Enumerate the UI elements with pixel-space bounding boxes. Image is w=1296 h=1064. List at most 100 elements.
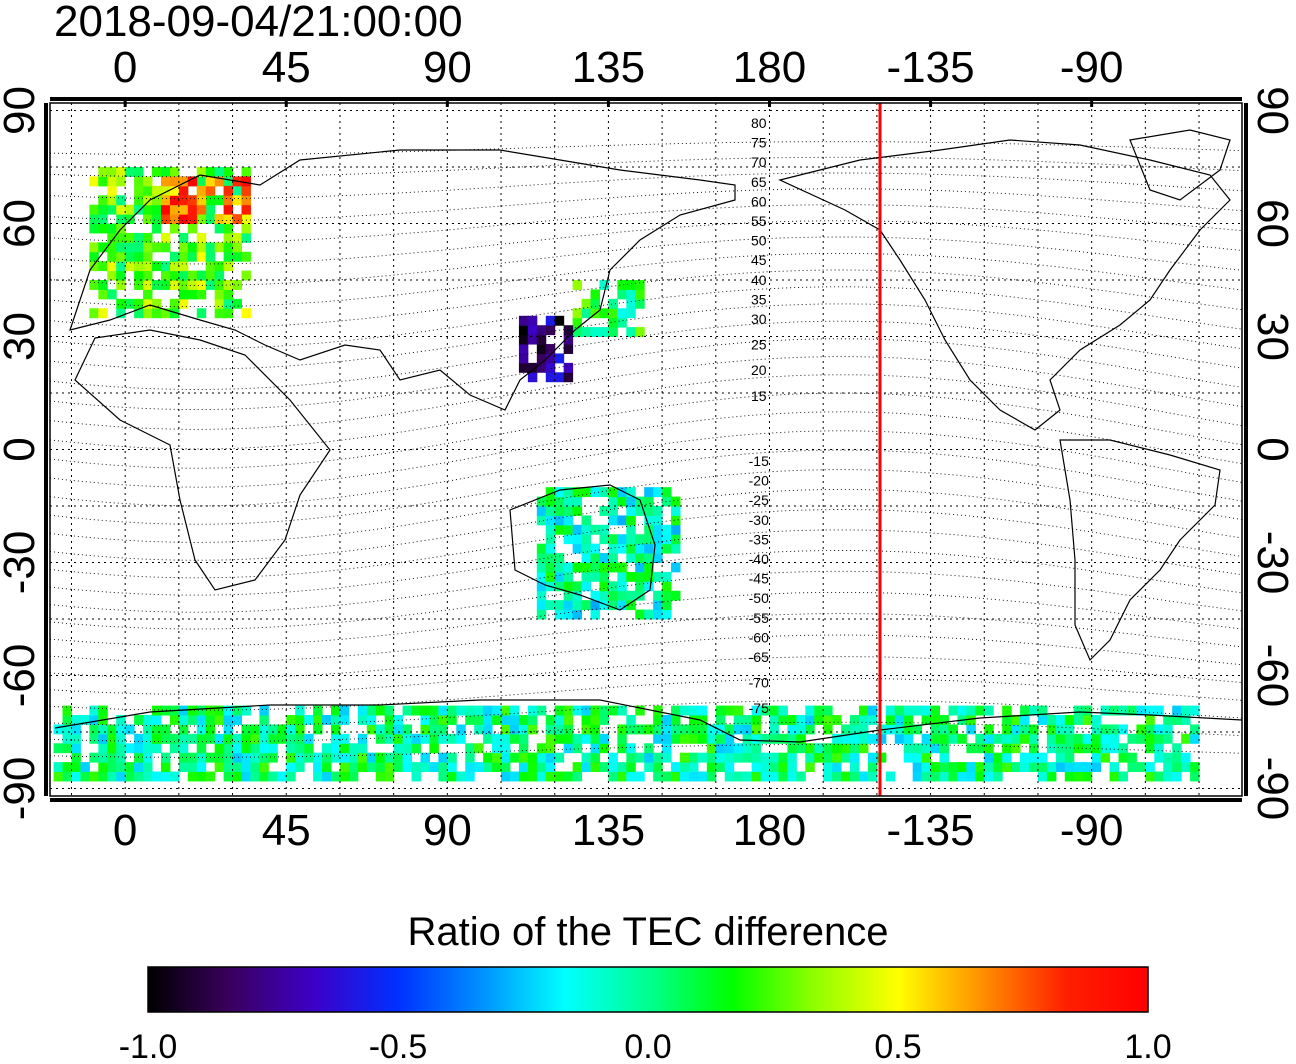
dip-latitude-line [50, 374, 1242, 450]
tec-cell [590, 289, 600, 300]
dip-latitude-line [50, 469, 1242, 543]
tec-cell [501, 733, 511, 744]
tec-cell [259, 705, 269, 716]
tec-cell [706, 743, 717, 754]
tec-cell [572, 505, 583, 516]
tec-cell [1055, 762, 1066, 773]
tec-cell [751, 733, 762, 744]
tec-cell [527, 762, 538, 773]
tec-cell [823, 752, 833, 763]
tec-cell [411, 762, 421, 773]
tec-cell [966, 705, 976, 716]
tec-cell [939, 715, 949, 725]
tec-cell [465, 752, 475, 763]
tec-cell [223, 261, 234, 272]
tec-cell [957, 762, 967, 773]
tec-cell [545, 762, 556, 773]
tec-cell [608, 308, 618, 319]
dip-label-north: 80 [751, 115, 767, 131]
tec-cell [187, 705, 198, 716]
tec-cell [357, 752, 368, 763]
tec-cell [581, 724, 592, 735]
tec-cell [187, 223, 198, 234]
tec-cell [160, 176, 171, 187]
tec-cell [715, 752, 726, 763]
tec-cell [545, 505, 556, 516]
tec-cell [1055, 724, 1066, 735]
tec-cell [169, 308, 180, 319]
tec-cell [196, 214, 207, 225]
tec-cell [760, 705, 770, 716]
dip-latitude-lines [50, 141, 1242, 758]
tec-cell [912, 771, 923, 782]
dip-latitude-line [50, 430, 1242, 507]
tec-cell [178, 176, 189, 187]
tec-cell [1064, 771, 1075, 782]
tec-cell [187, 289, 198, 300]
tec-cell [527, 771, 538, 782]
tec-cell [116, 762, 126, 773]
tec-cell [196, 204, 207, 215]
tec-cell [152, 733, 162, 744]
tec-cell [518, 752, 529, 763]
tec-cell [348, 762, 359, 773]
tec-cell [778, 762, 788, 773]
tec-cell [232, 298, 243, 309]
tec-cell [912, 762, 923, 773]
tec-cell [599, 505, 609, 516]
tec-cell [98, 261, 108, 272]
tec-cell [662, 496, 672, 507]
colorbar-tick-label: 1.0 [1124, 1028, 1171, 1064]
tec-cell [116, 261, 126, 272]
tec-cell [205, 715, 216, 725]
tec-cell [223, 280, 234, 290]
tec-cell [196, 308, 207, 319]
tec-cell [1136, 724, 1146, 735]
tec-cell [178, 743, 189, 754]
tec-cell [214, 715, 225, 725]
x-tick-mark [445, 97, 449, 107]
x-tick-label-bottom: 0 [113, 806, 137, 855]
tec-cell [617, 515, 627, 526]
x-tick-mark [767, 97, 771, 107]
tec-cell [339, 705, 350, 716]
map-frame [49, 102, 1243, 797]
tec-cell [626, 715, 636, 725]
tec-cell [384, 752, 395, 763]
tec-cell [545, 743, 556, 754]
tec-cell [223, 204, 234, 215]
tec-cell [152, 298, 162, 309]
tec-cell [688, 771, 699, 782]
tec-cell [1190, 771, 1200, 782]
tec-cell [581, 752, 592, 763]
tec-cell [993, 771, 1003, 782]
tec-cell [241, 251, 251, 262]
tec-cell [1002, 705, 1012, 716]
tec-cell [134, 771, 144, 782]
tec-cell [178, 762, 189, 773]
tec-cell [599, 600, 609, 611]
tec-cell [697, 724, 708, 735]
tec-cell [1145, 743, 1155, 754]
tec-cell [653, 724, 663, 735]
tec-cell [1145, 705, 1155, 716]
tec-cell [1100, 743, 1111, 754]
tec-cell [599, 487, 609, 498]
tec-cell [1118, 705, 1128, 716]
tec-cell [608, 487, 618, 498]
tec-cell [143, 214, 153, 225]
tec-cell [993, 733, 1003, 744]
tec-cell [232, 743, 243, 754]
tec-cell [966, 715, 976, 725]
tec-cell [80, 771, 90, 782]
tec-cell [178, 724, 189, 735]
tec-cell [644, 543, 654, 554]
tec-cell [143, 715, 153, 725]
tec-cell [160, 232, 171, 243]
tec-cell [867, 771, 878, 782]
tec-cell [134, 762, 144, 773]
tec-cell [608, 327, 618, 338]
tec-cell [178, 204, 189, 215]
tec-cell [724, 752, 735, 763]
dip-label-south: -15 [749, 453, 769, 469]
